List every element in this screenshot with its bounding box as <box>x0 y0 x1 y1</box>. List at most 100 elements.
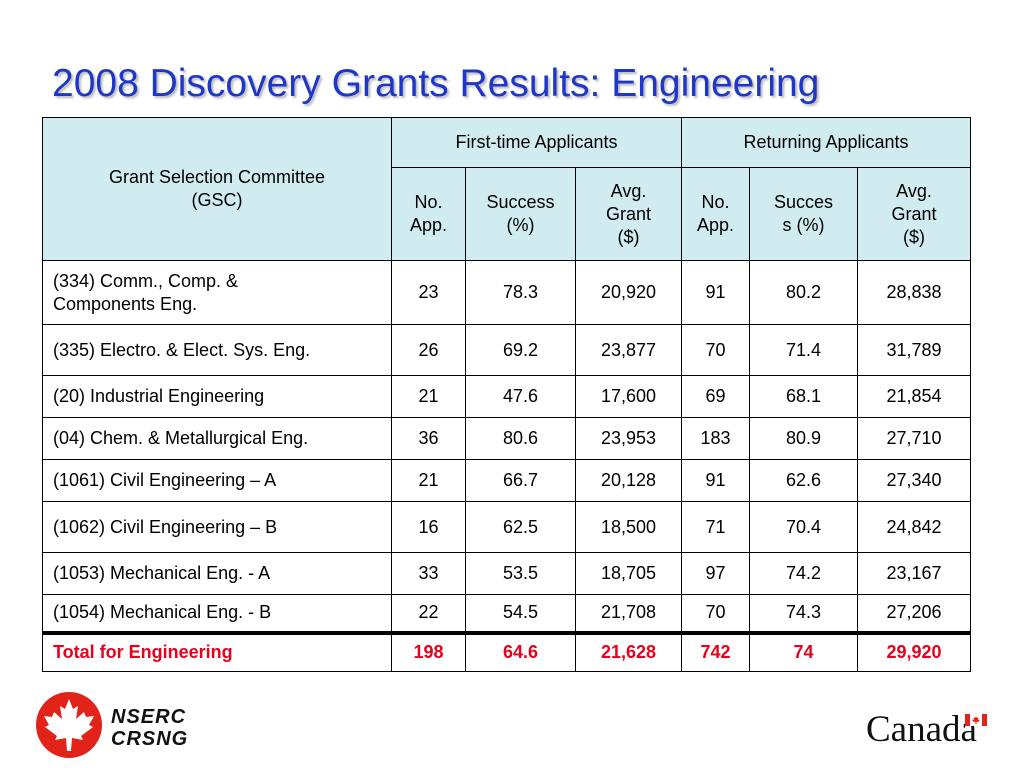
value-cell: 33 <box>391 552 466 595</box>
header-gsc-line: (GSC) <box>191 190 243 210</box>
header-ret-success: Succes s (%) <box>749 167 858 261</box>
value-cell: 23,953 <box>575 417 682 460</box>
value-cell: 31,789 <box>856 324 972 376</box>
header-first-time-applicants: First-time Applicants <box>391 117 682 168</box>
table-row: (20) Industrial Engineering 21 47.6 17,6… <box>42 375 972 418</box>
header-returning-applicants: Returning Applicants <box>680 117 972 168</box>
value-cell: 17,600 <box>575 375 682 418</box>
value-cell: 183 <box>681 417 750 460</box>
gsc-cell: (334) Comm., Comp. & Components Eng. <box>42 260 392 325</box>
value-cell: 71.4 <box>749 324 858 376</box>
slide-title: 2008 Discovery Grants Results: Engineeri… <box>52 62 820 105</box>
value-cell: 70 <box>681 594 750 633</box>
value-cell: 20,920 <box>575 260 682 325</box>
value-cell: 70.4 <box>749 501 858 553</box>
header-gsc-line: Grant Selection Committee <box>108 167 326 187</box>
header-text: App. <box>696 215 735 235</box>
maple-leaf-icon <box>36 692 102 758</box>
header-ft-success: Success (%) <box>465 167 576 261</box>
value-cell: 16 <box>391 501 466 553</box>
total-label: Total for Engineering <box>42 630 392 672</box>
value-cell: 70 <box>681 324 750 376</box>
gsc-line: (334) Comm., Comp. & <box>53 270 239 291</box>
total-value: 29,920 <box>856 630 972 672</box>
table-row: (1061) Civil Engineering – A 21 66.7 20,… <box>42 459 972 502</box>
nserc-line: NSERC <box>111 706 187 728</box>
value-cell: 91 <box>681 260 750 325</box>
value-cell: 68.1 <box>749 375 858 418</box>
value-cell: 23,167 <box>856 552 972 595</box>
header-text: ($) <box>903 226 925 247</box>
total-value: 64.6 <box>465 630 576 672</box>
value-cell: 47.6 <box>465 375 576 418</box>
value-cell: 36 <box>391 417 466 460</box>
value-cell: 21,854 <box>856 375 972 418</box>
table-row: (334) Comm., Comp. & Components Eng. 23 … <box>42 260 972 325</box>
header-text: Avg. <box>610 180 647 201</box>
value-cell: 74.2 <box>749 552 858 595</box>
value-cell: 23 <box>391 260 466 325</box>
header-text: Avg. <box>896 180 932 201</box>
grants-table: Grant Selection Committee (GSC) First-ti… <box>42 117 972 672</box>
header-text: ($) <box>617 226 640 247</box>
header-gsc: Grant Selection Committee (GSC) <box>42 117 392 261</box>
value-cell: 62.5 <box>465 501 576 553</box>
value-cell: 18,500 <box>575 501 682 553</box>
value-cell: 74.3 <box>749 594 858 633</box>
total-value: 742 <box>681 630 750 672</box>
header-ft-avg-grant: Avg. Grant ($) <box>575 167 682 261</box>
header-text: (%) <box>506 215 535 235</box>
canada-flag-icon <box>965 714 987 726</box>
value-cell: 27,340 <box>856 459 972 502</box>
value-cell: 80.2 <box>749 260 858 325</box>
value-cell: 26 <box>391 324 466 376</box>
header-ft-no-app: No. App. <box>391 167 466 261</box>
value-cell: 69 <box>681 375 750 418</box>
header-ret-no-app: No. App. <box>681 167 750 261</box>
table-row: (1053) Mechanical Eng. - A 33 53.5 18,70… <box>42 552 972 595</box>
value-cell: 21 <box>391 375 466 418</box>
value-cell: 27,206 <box>856 594 972 633</box>
header-text: Grant <box>605 203 652 224</box>
header-text: Succes <box>773 192 834 212</box>
gsc-cell: (1062) Civil Engineering – B <box>42 501 392 553</box>
gsc-cell: (1053) Mechanical Eng. - A <box>42 552 392 595</box>
total-value: 21,628 <box>575 630 682 672</box>
nserc-wordmark: NSERC CRSNG <box>111 706 188 750</box>
value-cell: 27,710 <box>856 417 972 460</box>
total-value: 198 <box>391 630 466 672</box>
value-cell: 53.5 <box>465 552 576 595</box>
gsc-cell: (04) Chem. & Metallurgical Eng. <box>42 417 392 460</box>
total-row: Total for Engineering 198 64.6 21,628 74… <box>42 630 972 672</box>
value-cell: 62.6 <box>749 459 858 502</box>
gsc-line: Components Eng. <box>53 293 198 314</box>
value-cell: 28,838 <box>856 260 972 325</box>
value-cell: 21,708 <box>575 594 682 633</box>
gsc-cell: (1061) Civil Engineering – A <box>42 459 392 502</box>
canada-wordmark: Canada <box>866 709 977 750</box>
nserc-logo <box>34 690 104 765</box>
value-cell: 78.3 <box>465 260 576 325</box>
value-cell: 69.2 <box>465 324 576 376</box>
value-cell: 54.5 <box>465 594 576 633</box>
header-text: Grant <box>891 203 937 224</box>
total-value: 74 <box>749 630 858 672</box>
value-cell: 24,842 <box>856 501 972 553</box>
header-text: Success <box>486 192 555 212</box>
value-cell: 20,128 <box>575 459 682 502</box>
value-cell: 66.7 <box>465 459 576 502</box>
value-cell: 18,705 <box>575 552 682 595</box>
header-text: No. <box>701 192 730 212</box>
header-text: s (%) <box>782 215 825 235</box>
value-cell: 71 <box>681 501 750 553</box>
header-text: App. <box>409 215 448 235</box>
value-cell: 80.6 <box>465 417 576 460</box>
crsng-line: CRSNG <box>111 728 189 750</box>
value-cell: 91 <box>681 459 750 502</box>
table-row: (335) Electro. & Elect. Sys. Eng. 26 69.… <box>42 324 972 376</box>
table-row: (1062) Civil Engineering – B 16 62.5 18,… <box>42 501 972 553</box>
table-row: (1054) Mechanical Eng. - B 22 54.5 21,70… <box>42 594 972 633</box>
value-cell: 22 <box>391 594 466 633</box>
gsc-cell: (20) Industrial Engineering <box>42 375 392 418</box>
header-ret-avg-grant: Avg. Grant ($) <box>856 167 972 261</box>
